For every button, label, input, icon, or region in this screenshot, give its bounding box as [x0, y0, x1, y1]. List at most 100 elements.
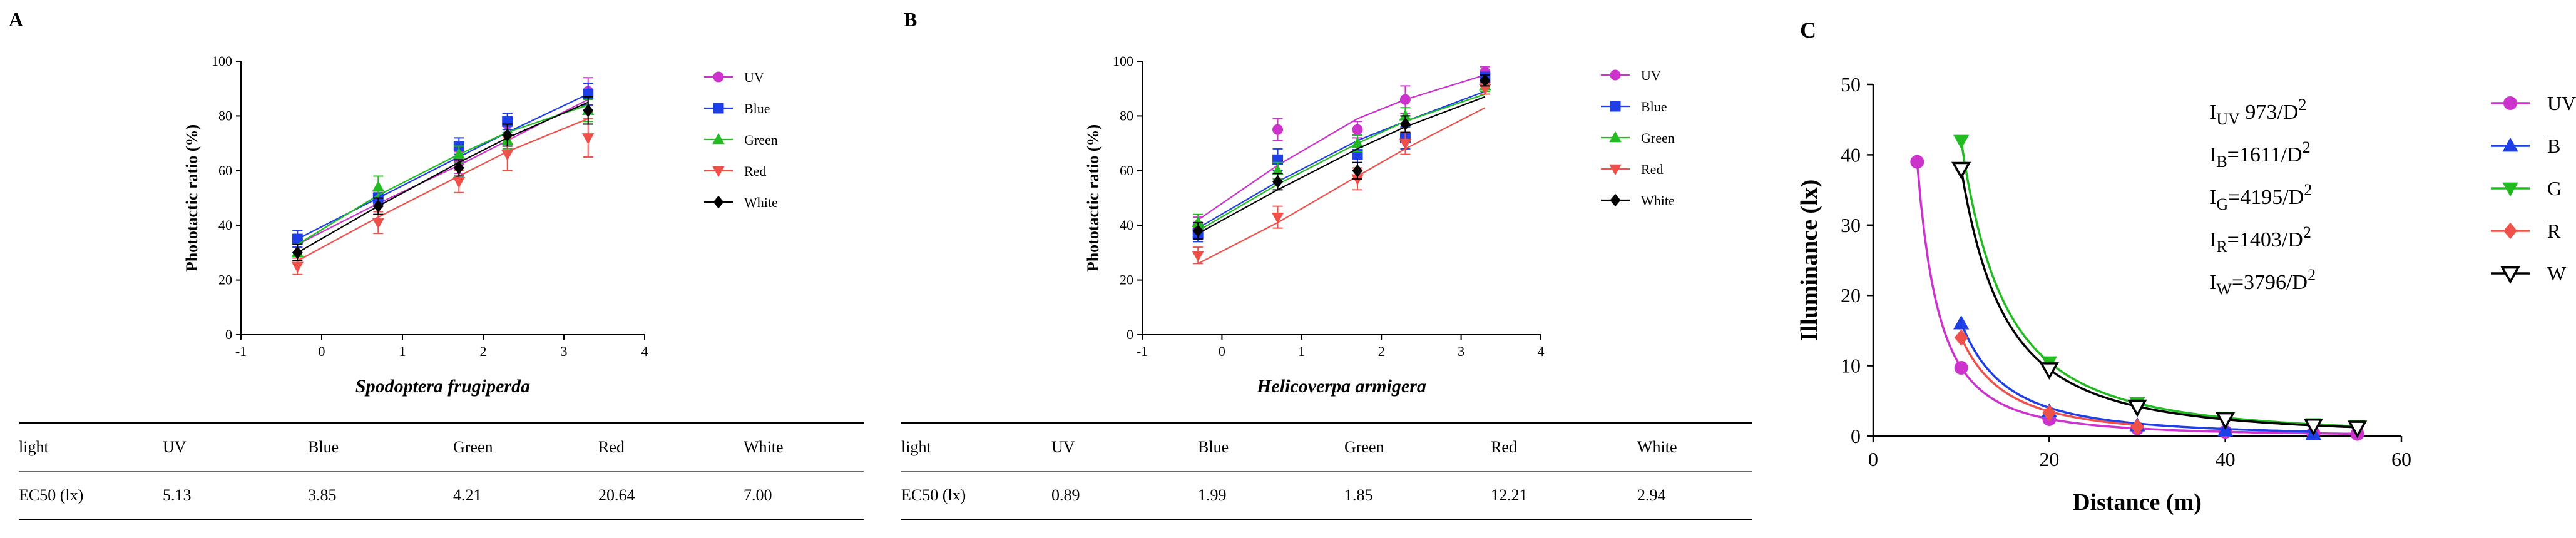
panel-c: C 0 20 40 60 0 10 20 30 40 50 Distance (m) Illumina… — [1796, 0, 2576, 538]
legend-marker — [1610, 193, 1621, 207]
y-tick-label: 20 — [1120, 272, 1133, 288]
x-tick-label: 4 — [641, 343, 648, 359]
data-point — [2348, 420, 2368, 439]
x-axis-title: Distance (m) — [2073, 489, 2202, 515]
table-a-header-cell: Blue — [308, 422, 453, 472]
legend-marker — [713, 103, 724, 114]
legend-marker — [2503, 222, 2517, 240]
table-b-value-cell: 2.94 — [1637, 471, 1752, 520]
data-point — [291, 261, 304, 273]
legend-label: White — [744, 195, 778, 210]
table-b-value-cell: 1.99 — [1198, 471, 1344, 520]
data-point — [1479, 84, 1491, 95]
y-tick-label: 20 — [1841, 284, 1861, 307]
data-point — [1480, 74, 1491, 87]
data-point — [2042, 404, 2057, 422]
table-a-value-cell: 7.00 — [744, 471, 864, 520]
table-b-header-cell: Red — [1491, 422, 1637, 472]
x-tick-label: 1 — [399, 343, 406, 359]
fit-line — [1197, 91, 1486, 229]
table-b-value-cell: 12.21 — [1491, 471, 1637, 520]
data-point — [1271, 164, 1284, 176]
y-tick-label: 80 — [1120, 108, 1133, 123]
data-point — [1399, 94, 1411, 105]
x-tick-label: 4 — [1538, 343, 1545, 359]
y-tick-label: 40 — [1841, 143, 1861, 166]
data-point — [1399, 138, 1412, 150]
y-axis-title: Phototactic ratio (%) — [1084, 124, 1102, 272]
table-a-header-cell: Green — [453, 422, 598, 472]
legend-marker — [1610, 101, 1621, 112]
data-point — [292, 246, 303, 260]
data-point — [1954, 329, 1968, 346]
legend-label: Red — [1641, 161, 1663, 177]
table-b-header-cell: light — [901, 422, 1051, 472]
data-point — [372, 218, 385, 230]
data-point — [452, 148, 466, 159]
panel-a-letter: A — [9, 8, 23, 31]
data-point — [372, 200, 384, 213]
data-point — [502, 128, 513, 142]
table-a-value-cell: EC50 (lx) — [19, 471, 163, 520]
series-red — [291, 118, 595, 275]
x-tick-label: 1 — [1298, 343, 1305, 359]
equation-label: IW=3796/D2 — [2209, 266, 2316, 298]
y-tick-label: 60 — [1120, 163, 1133, 178]
y-tick-label: 100 — [1113, 53, 1133, 69]
table-b-value-cell: 0.89 — [1051, 471, 1198, 520]
y-tick-label: 50 — [1841, 73, 1861, 96]
data-point — [1953, 134, 1970, 150]
legend-label: Green — [744, 132, 778, 148]
equation-label: IUV 973/D2 — [2209, 96, 2306, 128]
data-point — [452, 177, 466, 188]
legend-label: UV — [744, 69, 764, 85]
x-tick-label: -1 — [235, 343, 247, 359]
data-point — [1953, 315, 1970, 330]
data-point — [1271, 212, 1284, 224]
x-tick-label: 2 — [1378, 343, 1385, 359]
table-b-value-cell: EC50 (lx) — [901, 471, 1051, 520]
equation-label: IB=1611/D2 — [2209, 138, 2311, 171]
y-tick-label: 0 — [225, 327, 232, 342]
legend-label: Red — [744, 163, 766, 179]
legend-marker — [2503, 96, 2517, 110]
series-red — [1192, 82, 1491, 265]
y-axis-title: Illuminance (lx) — [1796, 180, 1822, 342]
x-tick-label: 40 — [2216, 448, 2236, 470]
table-b-value-row: EC50 (lx) 0.89 1.99 1.85 12.21 2.94 — [901, 471, 1752, 520]
table-a-header-row: light UV Blue Green Red White — [19, 422, 864, 472]
data-point — [1951, 161, 1971, 180]
fit-line — [297, 104, 589, 245]
data-point — [1192, 216, 1204, 228]
equation-label: IR=1403/D2 — [2209, 223, 2311, 256]
y-tick-label: 20 — [218, 272, 232, 288]
legend-marker — [2502, 137, 2518, 152]
data-point — [1399, 109, 1412, 121]
legend-marker — [1610, 69, 1621, 81]
data-point — [1272, 124, 1284, 135]
legend-label: Green — [1641, 130, 1675, 146]
data-point — [1910, 155, 1924, 169]
table-b-header-cell: Green — [1344, 422, 1491, 472]
legend-marker — [713, 195, 724, 209]
fit-line — [1197, 107, 1486, 265]
series-r — [1954, 329, 2144, 435]
y-tick-label: 0 — [1127, 327, 1133, 342]
table-b-header-cell: Blue — [1198, 422, 1344, 472]
data-point — [2130, 419, 2144, 435]
data-point — [1399, 118, 1411, 131]
legend-marker — [712, 166, 725, 178]
x-tick-label: 0 — [1868, 448, 1878, 470]
x-tick-label: 20 — [2039, 448, 2059, 470]
data-point — [1272, 175, 1284, 188]
ec50-table-b: light UV Blue Green Red White EC50 (lx) … — [901, 422, 1752, 520]
legend-label: White — [1641, 193, 1675, 208]
legend-label: UV — [1641, 68, 1661, 83]
x-tick-label: 0 — [319, 343, 325, 359]
legend-label: UV — [2547, 92, 2576, 114]
data-point — [1954, 360, 1968, 375]
table-a-value-row: EC50 (lx) 5.13 3.85 4.21 20.64 7.00 — [19, 471, 864, 520]
data-point — [1352, 124, 1363, 135]
table-b-header-cell: White — [1637, 422, 1752, 472]
